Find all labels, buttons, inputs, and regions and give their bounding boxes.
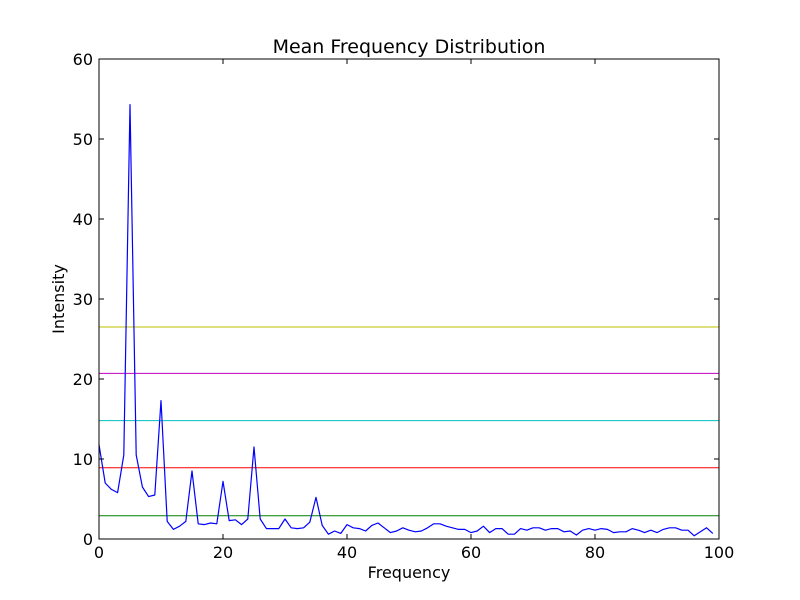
y-tick-label: 30 — [73, 290, 93, 309]
chart-title: Mean Frequency Distribution — [273, 36, 546, 58]
y-tick-label: 40 — [73, 210, 93, 229]
x-tick-label: 40 — [337, 543, 357, 562]
x-tick-label: 60 — [461, 543, 481, 562]
x-tick-label: 20 — [213, 543, 233, 562]
y-tick-label: 50 — [73, 130, 93, 149]
plot-area — [99, 59, 719, 539]
x-tick-label: 0 — [94, 543, 104, 562]
x-tick-label: 100 — [704, 543, 735, 562]
y-tick-label: 0 — [83, 530, 93, 549]
x-axis-label: Frequency — [368, 563, 451, 582]
y-tick-label: 10 — [73, 450, 93, 469]
reference-lines — [99, 326, 719, 517]
y-axis-label: Intensity — [49, 264, 68, 334]
x-tick-label: 80 — [585, 543, 605, 562]
series-layer — [98, 103, 714, 537]
y-tick-label: 60 — [73, 50, 93, 69]
series-line-1 — [98, 103, 714, 537]
y-tick-label: 20 — [73, 370, 93, 389]
ticks-layer: 0 20 40 60 80 100 0 10 20 30 40 50 60 — [73, 50, 735, 562]
